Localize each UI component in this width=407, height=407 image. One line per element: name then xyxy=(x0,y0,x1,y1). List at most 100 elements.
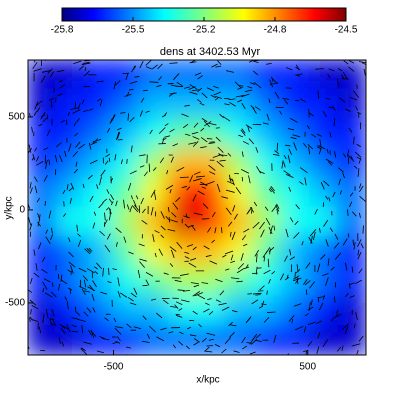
arrow xyxy=(193,341,199,346)
arrow xyxy=(175,301,183,305)
arrow xyxy=(192,246,197,251)
arrow xyxy=(75,141,81,148)
arrow xyxy=(183,215,191,219)
arrow xyxy=(229,324,237,327)
arrow xyxy=(44,292,53,298)
cell xyxy=(28,147,58,179)
arrow xyxy=(57,283,61,291)
arrow xyxy=(349,295,355,298)
arrow xyxy=(248,175,251,184)
arrow xyxy=(267,311,276,313)
cell xyxy=(336,88,366,120)
arrow xyxy=(89,284,95,291)
arrow xyxy=(143,171,148,177)
arrow xyxy=(131,205,139,213)
arrow xyxy=(325,195,329,200)
arrow xyxy=(338,178,341,186)
arrow xyxy=(200,181,208,187)
arrow xyxy=(241,151,244,157)
arrow xyxy=(329,227,333,233)
arrow xyxy=(322,295,325,300)
arrow xyxy=(73,121,77,127)
arrow xyxy=(81,288,86,296)
arrow xyxy=(83,279,87,288)
arrow xyxy=(341,323,349,330)
arrow xyxy=(104,160,109,165)
cell xyxy=(336,60,366,91)
cell xyxy=(167,206,198,238)
arrow xyxy=(129,80,138,85)
arrow xyxy=(33,249,36,256)
arrow xyxy=(38,242,42,250)
arrow xyxy=(163,299,169,305)
arrow xyxy=(97,98,102,102)
cell xyxy=(139,265,170,297)
arrow xyxy=(240,168,250,174)
arrow xyxy=(72,109,81,114)
arrow xyxy=(99,176,102,186)
arrow xyxy=(295,268,301,274)
arrow xyxy=(200,127,205,132)
arrow xyxy=(229,101,236,107)
cell xyxy=(224,236,255,268)
cell xyxy=(196,118,227,150)
cell xyxy=(83,295,114,327)
arrow xyxy=(305,262,311,269)
arrow xyxy=(129,302,137,306)
arrow xyxy=(189,334,197,337)
arrow xyxy=(84,66,87,72)
arrow xyxy=(178,340,184,346)
arrow xyxy=(86,268,96,274)
arrow xyxy=(196,99,202,103)
arrow xyxy=(246,209,251,215)
arrow xyxy=(108,213,111,221)
arrow xyxy=(254,249,259,257)
arrow xyxy=(163,272,169,275)
cell xyxy=(252,206,283,238)
arrow xyxy=(209,141,215,143)
arrow xyxy=(193,178,202,182)
arrow xyxy=(43,174,48,182)
cells xyxy=(28,60,366,355)
arrow xyxy=(40,111,46,120)
arrow xyxy=(256,166,262,174)
cell xyxy=(111,60,142,91)
arrow xyxy=(134,204,140,211)
arrow xyxy=(215,278,223,283)
arrow xyxy=(107,281,112,283)
arrow xyxy=(66,323,71,333)
arrow xyxy=(225,268,230,271)
cell xyxy=(55,177,86,209)
arrow xyxy=(293,142,298,151)
arrow xyxy=(93,211,97,216)
arrow xyxy=(247,293,253,295)
arrow xyxy=(263,256,266,262)
arrow xyxy=(61,325,70,330)
arrow xyxy=(272,153,280,156)
arrow xyxy=(263,269,271,275)
arrow xyxy=(295,99,300,102)
arrow xyxy=(207,298,212,300)
arrow xyxy=(167,228,176,232)
arrow xyxy=(204,350,213,353)
arrow xyxy=(51,318,57,327)
arrow xyxy=(307,306,314,311)
cell xyxy=(55,206,86,238)
arrow xyxy=(82,275,89,282)
cell xyxy=(252,324,283,355)
arrow xyxy=(254,106,261,111)
arrow xyxy=(206,87,214,92)
arrow xyxy=(192,291,200,297)
arrow xyxy=(140,197,144,205)
arrow xyxy=(29,317,31,322)
cell xyxy=(111,206,142,238)
arrow xyxy=(194,72,202,76)
arrow xyxy=(320,254,326,260)
arrow xyxy=(204,346,210,352)
arrow xyxy=(307,321,316,325)
y-tick-label: -500 xyxy=(5,298,25,309)
arrow xyxy=(208,142,216,145)
arrow xyxy=(88,329,92,336)
arrow xyxy=(169,128,175,133)
arrow xyxy=(345,293,349,297)
